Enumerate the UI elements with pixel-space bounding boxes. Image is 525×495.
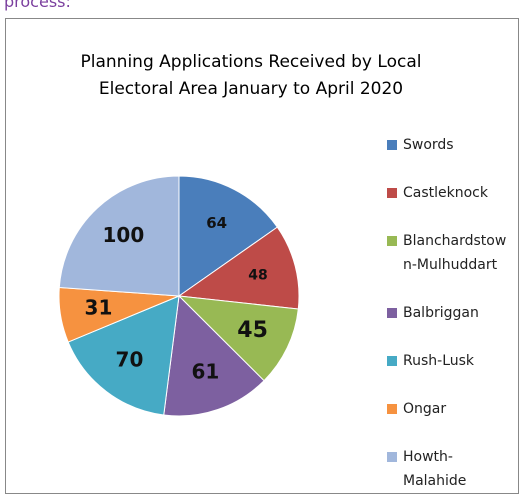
legend-entry: Ongar (387, 397, 513, 421)
pie-slice (67, 295, 180, 416)
legend-label: Howth-Malahide (403, 449, 467, 489)
legend-swatch (387, 404, 397, 414)
legend-entry: Balbriggan (387, 301, 513, 325)
chart-title: Planning Applications Received by Local … (80, 52, 422, 99)
legend-entry: Rush-Lusk (387, 349, 513, 373)
pie-slice (58, 175, 180, 297)
legend-label: Ongar (403, 401, 447, 417)
pie-slice (177, 226, 300, 310)
legend-swatch (387, 452, 397, 462)
legend-swatch (387, 188, 397, 198)
legend-label: Swords (403, 137, 454, 153)
header-text: process: (4, 0, 71, 11)
data-label: 31 (85, 296, 113, 320)
legend-swatch (387, 140, 397, 150)
legend-label: Castleknock (403, 185, 488, 201)
data-label: 61 (192, 360, 220, 384)
legend-swatch (387, 356, 397, 366)
legend-label: Blanchardstown-Mulhuddart (403, 233, 507, 273)
legend-label: Balbriggan (403, 305, 479, 321)
pie-slice (177, 295, 299, 382)
chart-frame: 64 48 45 61 70 31 100 Planning Applications Re… (5, 18, 519, 494)
legend-entry: Swords (387, 133, 513, 157)
legend-entry: Castleknock (387, 181, 513, 205)
pie-slice (163, 294, 265, 417)
data-label: 70 (116, 347, 144, 371)
legend: Swords Castleknock Blanchardstown-Mulhudda… (387, 133, 517, 495)
legend-swatch (387, 236, 397, 246)
legend-entry: Blanchardstown-Mulhuddart (387, 229, 513, 277)
data-label: 45 (237, 318, 268, 343)
data-label: 48 (248, 268, 267, 284)
data-label: 64 (206, 214, 227, 232)
legend-swatch (387, 308, 397, 318)
pie-slice (178, 175, 278, 297)
data-label: 100 (103, 223, 145, 247)
legend-label: Rush-Lusk (403, 353, 475, 369)
chart: 64 48 45 61 70 31 100 (58, 175, 300, 417)
legend-entry: Howth-Malahide (387, 445, 513, 493)
